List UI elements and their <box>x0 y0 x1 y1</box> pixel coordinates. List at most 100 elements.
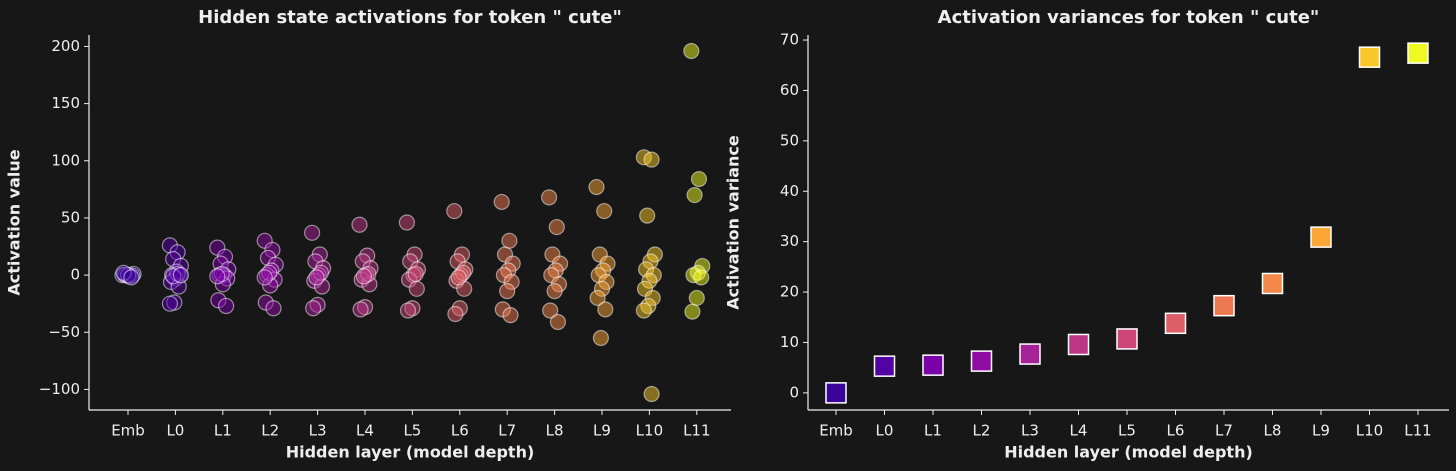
y-axis-label: Activation value <box>5 149 24 295</box>
data-point <box>1067 333 1090 356</box>
chart-title: Activation variances for token " cute" <box>938 7 1320 28</box>
data-point <box>499 282 516 300</box>
data-point <box>446 202 463 220</box>
x-tick-label: L3 <box>1021 422 1039 440</box>
x-tick-label: L11 <box>683 422 710 440</box>
y-tick-label: 200 <box>51 37 80 55</box>
y-tick-label: 0 <box>70 266 80 284</box>
x-tick-label: L4 <box>356 422 374 440</box>
data-point <box>1116 328 1138 350</box>
data-point <box>684 303 701 320</box>
x-tick-label: L9 <box>1312 422 1330 440</box>
data-point <box>970 350 993 372</box>
chart: Hidden state activations for token " cut… <box>5 7 731 462</box>
data-point <box>308 269 325 286</box>
data-point <box>399 302 417 319</box>
y-tick-label: −100 <box>39 380 80 398</box>
x-tick-label: L6 <box>1167 422 1185 440</box>
data-point <box>597 301 614 318</box>
y-tick-label: 70 <box>780 31 799 49</box>
data-point <box>825 382 847 404</box>
x-tick-label: L10 <box>1356 422 1383 440</box>
data-point <box>447 305 464 323</box>
data-point <box>161 295 178 312</box>
data-point <box>502 307 519 324</box>
data-point <box>688 289 705 307</box>
x-tick-label: L9 <box>593 422 611 440</box>
data-point <box>501 232 518 249</box>
data-point <box>548 218 565 236</box>
data-point <box>643 385 660 403</box>
chart-title: Hidden state activations for token " cut… <box>198 7 622 28</box>
data-point <box>592 329 610 347</box>
data-point <box>123 269 140 286</box>
x-tick-label: L2 <box>261 422 279 440</box>
data-point <box>1407 42 1429 64</box>
data-point <box>408 280 425 297</box>
x-tick-label: L8 <box>1264 422 1282 440</box>
data-point <box>172 266 189 284</box>
x-tick-label: Emb <box>819 422 853 440</box>
data-point <box>540 189 558 206</box>
y-tick-label: 20 <box>780 283 799 301</box>
x-tick-label: L11 <box>1404 422 1431 440</box>
data-point <box>542 302 559 319</box>
x-tick-label: L8 <box>546 422 564 440</box>
data-point <box>450 269 467 286</box>
x-axis-label: Hidden layer (model depth) <box>1004 443 1253 462</box>
x-tick-label: L0 <box>166 422 184 440</box>
data-point <box>686 186 703 204</box>
data-point <box>1358 46 1381 68</box>
x-axis-label: Hidden layer (model depth) <box>286 443 535 462</box>
x-tick-label: L5 <box>403 422 421 440</box>
data-point <box>683 42 700 60</box>
y-tick-label: 100 <box>51 151 80 169</box>
data-point <box>643 151 660 168</box>
y-tick-label: 60 <box>780 81 799 99</box>
x-tick-label: L3 <box>309 422 327 440</box>
chart: Activation variances for token " cute" Hi… <box>724 7 1449 462</box>
data-point <box>352 301 369 318</box>
data-point <box>922 354 944 376</box>
data-point <box>1164 312 1187 335</box>
data-point <box>265 300 282 317</box>
data-point <box>305 300 322 317</box>
data-point <box>546 282 563 300</box>
data-point <box>635 302 653 319</box>
x-tick-label: L7 <box>498 422 516 440</box>
data-point <box>218 297 235 315</box>
data-point <box>639 207 656 224</box>
x-tick-label: L0 <box>876 422 894 440</box>
x-tick-label: L10 <box>636 422 663 440</box>
data-point <box>209 268 226 285</box>
data-point <box>407 265 424 283</box>
data-point <box>589 289 606 307</box>
data-point <box>596 202 613 220</box>
data-point <box>256 269 273 286</box>
y-tick-label: 30 <box>780 232 799 250</box>
data-point <box>1310 226 1332 248</box>
data-point <box>304 224 321 241</box>
data-point <box>549 313 567 331</box>
x-tick-label: L5 <box>1118 422 1136 440</box>
y-tick-label: 50 <box>61 208 80 226</box>
y-tick-label: 10 <box>780 333 799 351</box>
y-tick-label: 50 <box>780 131 799 149</box>
data-point <box>693 269 710 286</box>
data-point <box>1019 343 1041 365</box>
x-tick-label: L7 <box>1215 422 1233 440</box>
data-point <box>690 170 708 188</box>
data-point <box>588 178 605 196</box>
y-tick-label: −50 <box>48 323 80 341</box>
data-point <box>398 214 415 231</box>
x-tick-label: L4 <box>1070 422 1088 440</box>
data-point <box>1261 272 1284 295</box>
x-tick-label: L2 <box>973 422 991 440</box>
data-point <box>493 193 510 211</box>
data-point <box>351 216 368 233</box>
x-tick-label: L1 <box>214 422 232 440</box>
y-tick-label: 0 <box>789 383 799 401</box>
data-point <box>873 355 896 377</box>
x-tick-label: Emb <box>111 422 145 440</box>
